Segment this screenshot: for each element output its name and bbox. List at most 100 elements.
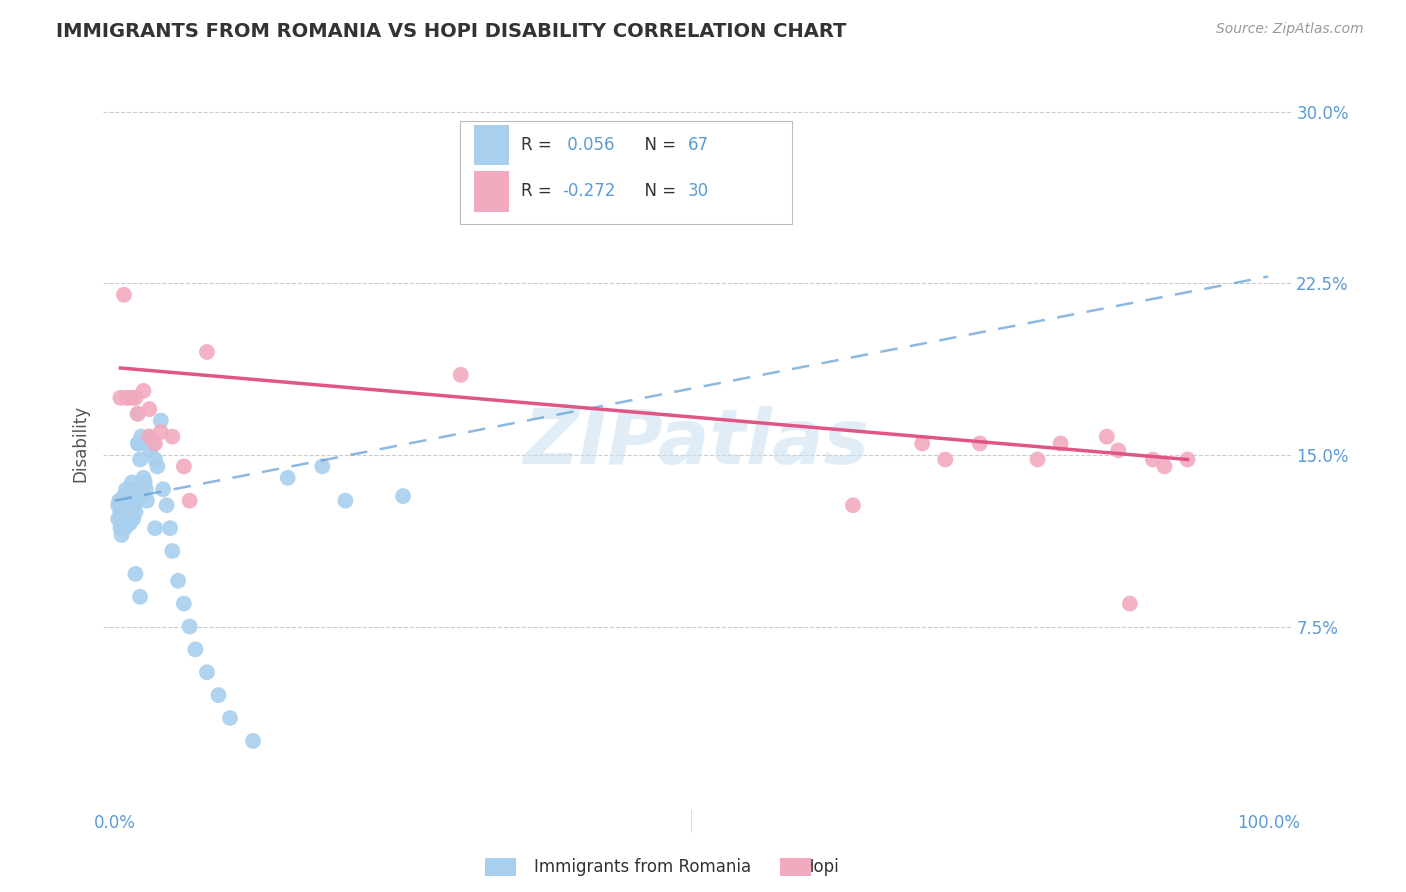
Point xyxy=(1049,436,1071,450)
Point xyxy=(115,498,138,512)
Point xyxy=(179,493,201,508)
Point xyxy=(179,619,201,633)
Point xyxy=(124,482,146,496)
Point xyxy=(135,482,157,496)
Point xyxy=(134,475,156,490)
Text: N =: N = xyxy=(634,183,682,201)
Point xyxy=(242,734,264,748)
Point xyxy=(108,493,131,508)
Point xyxy=(129,452,152,467)
Point xyxy=(110,512,132,526)
Point xyxy=(969,436,991,450)
Point xyxy=(125,493,148,508)
Point xyxy=(167,574,190,588)
Text: Immigrants from Romania: Immigrants from Romania xyxy=(534,858,751,876)
Point xyxy=(124,498,146,512)
Point xyxy=(159,521,181,535)
Point xyxy=(132,384,155,398)
Point xyxy=(335,493,357,508)
Point xyxy=(149,425,172,439)
Point xyxy=(138,429,160,443)
Y-axis label: Disability: Disability xyxy=(72,405,89,482)
Point xyxy=(136,493,159,508)
Point xyxy=(112,508,135,522)
Point xyxy=(111,498,134,512)
Point xyxy=(1142,452,1164,467)
Text: 0.056: 0.056 xyxy=(562,136,614,154)
Point xyxy=(128,436,150,450)
Text: Hopi: Hopi xyxy=(801,858,839,876)
Point xyxy=(127,407,149,421)
Point xyxy=(110,505,132,519)
Point xyxy=(155,498,177,512)
Point xyxy=(117,487,139,501)
Point xyxy=(112,489,135,503)
Point xyxy=(121,498,143,512)
Point xyxy=(173,597,195,611)
Point xyxy=(132,471,155,485)
Point xyxy=(392,489,415,503)
Bar xyxy=(474,171,509,211)
Point xyxy=(114,503,136,517)
Point xyxy=(124,505,146,519)
Point xyxy=(138,402,160,417)
Point xyxy=(115,391,138,405)
Point xyxy=(111,516,134,531)
Point xyxy=(1026,452,1049,467)
Point xyxy=(1107,443,1129,458)
Point xyxy=(139,443,162,458)
Point xyxy=(107,498,129,512)
Text: N =: N = xyxy=(634,136,682,154)
Point xyxy=(120,489,142,503)
Text: 30: 30 xyxy=(688,183,709,201)
Point xyxy=(121,475,143,490)
Point xyxy=(1119,597,1142,611)
Point xyxy=(146,459,169,474)
Point xyxy=(207,688,229,702)
Text: 67: 67 xyxy=(688,136,709,154)
Point xyxy=(911,436,934,450)
Point xyxy=(195,345,218,359)
Point xyxy=(127,407,149,421)
Point xyxy=(842,498,865,512)
Point xyxy=(184,642,207,657)
Text: ZIPatlas: ZIPatlas xyxy=(524,407,870,481)
Point xyxy=(110,521,132,535)
Point xyxy=(219,711,242,725)
Point xyxy=(117,503,139,517)
Point xyxy=(450,368,472,382)
Point xyxy=(1153,459,1175,474)
Point xyxy=(124,566,146,581)
Point xyxy=(124,391,146,405)
Point xyxy=(118,516,141,531)
Point xyxy=(149,414,172,428)
Text: R =: R = xyxy=(522,136,557,154)
Point xyxy=(738,139,761,153)
Bar xyxy=(474,125,509,165)
Point xyxy=(121,391,143,405)
Point xyxy=(117,493,139,508)
Point xyxy=(143,521,166,535)
Point xyxy=(115,512,138,526)
Point xyxy=(110,528,132,542)
Point xyxy=(162,429,184,443)
Point xyxy=(143,452,166,467)
Point xyxy=(110,391,132,405)
Point xyxy=(173,459,195,474)
Point xyxy=(107,512,129,526)
Point xyxy=(115,482,138,496)
Point xyxy=(162,544,184,558)
Point xyxy=(120,505,142,519)
Point xyxy=(934,452,956,467)
Text: IMMIGRANTS FROM ROMANIA VS HOPI DISABILITY CORRELATION CHART: IMMIGRANTS FROM ROMANIA VS HOPI DISABILI… xyxy=(56,22,846,41)
Point xyxy=(127,436,149,450)
Point xyxy=(117,516,139,531)
Point xyxy=(1177,452,1199,467)
Point xyxy=(143,436,166,450)
Point xyxy=(277,471,299,485)
Point xyxy=(142,436,165,450)
Text: Source: ZipAtlas.com: Source: ZipAtlas.com xyxy=(1216,22,1364,37)
Point xyxy=(117,391,139,405)
Point xyxy=(138,429,160,443)
Point xyxy=(129,429,152,443)
